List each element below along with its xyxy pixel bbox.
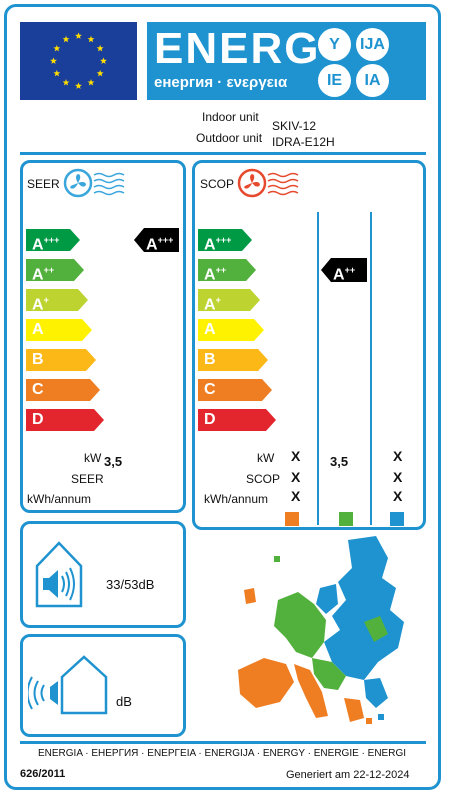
outdoor-noise-panel xyxy=(20,634,186,737)
scop-col3-kw: X xyxy=(393,448,403,464)
footer-languages: ENERGIA · ЕНЕРГИЯ · ΕΝΕΡΓΕΙΑ · ENERGIJA … xyxy=(38,748,406,759)
scop-panel xyxy=(192,160,426,530)
lang-code-ia: IA xyxy=(356,64,389,97)
scop-class-ap: A+ xyxy=(198,289,260,314)
seer-rating-label: A+++ xyxy=(146,235,174,254)
generated-date: Generiert am 22-12-2024 xyxy=(286,769,410,781)
lang-code-y: Y xyxy=(318,28,351,61)
indoor-noise-panel xyxy=(20,521,186,628)
seer-class-label: A+++ xyxy=(32,235,60,254)
scop-column-divider-2 xyxy=(370,212,372,525)
label-frame xyxy=(4,4,441,790)
outdoor-unit-value: IDRA-E12H xyxy=(272,135,335,149)
eu-star-icon xyxy=(100,57,107,64)
scop-class-a: A xyxy=(198,319,264,341)
seer-class-label: B xyxy=(32,351,44,368)
lang-code-ija: IJA xyxy=(356,28,389,61)
seer-class-appp: A+++ xyxy=(26,229,80,254)
climate-zone-colder-swatch xyxy=(390,512,404,526)
eu-star-icon xyxy=(75,32,82,39)
seer-panel xyxy=(20,160,186,513)
energy-title: ENERG xyxy=(154,24,321,73)
seer-title: SEER xyxy=(27,177,60,191)
scop-column-divider-1 xyxy=(317,212,319,525)
outdoor-unit-label: Outdoor unit xyxy=(196,131,263,145)
indoor-unit-label: Indoor unit xyxy=(202,110,259,124)
scop-class-app: A++ xyxy=(198,259,256,284)
scop-class-label: D xyxy=(204,411,216,428)
seer-class-a: A xyxy=(26,319,92,341)
seer-class-label: A++ xyxy=(32,265,55,284)
seer-class-label: A+ xyxy=(32,295,49,314)
indoor-speaker-icon xyxy=(35,541,83,608)
scop-class-label: C xyxy=(204,381,216,398)
eu-star-icon xyxy=(75,82,82,89)
climate-zone-average-swatch xyxy=(339,512,353,526)
scop-class-appp: A+++ xyxy=(198,229,252,254)
energy-subtitle: енергия · ενεργεια xyxy=(154,74,288,91)
seer-class-label: D xyxy=(32,411,44,428)
cooling-fan-icon xyxy=(63,168,125,198)
scop-kw-label: kW xyxy=(257,451,275,465)
seer-class-b: B xyxy=(26,349,96,371)
scop-col3-scop: X xyxy=(393,469,403,485)
seer-class-label: C xyxy=(32,381,44,398)
scop-rating-arrow: A++ xyxy=(321,258,367,284)
scop-class-d: D xyxy=(198,409,276,431)
seer-rating-arrow: A+++ xyxy=(134,228,179,254)
scop-class-b: B xyxy=(198,349,268,371)
header-separator xyxy=(20,152,426,155)
scop-energy-label: kWh/annum xyxy=(204,492,269,506)
heating-fan-icon xyxy=(237,168,299,198)
indoor-unit-value: SKIV-12 xyxy=(272,119,317,133)
eu-star-icon xyxy=(87,79,95,86)
outdoor-noise-value: dB xyxy=(116,694,132,709)
scop-class-label: A++ xyxy=(204,265,227,284)
scop-scop-label: SCOP xyxy=(246,472,281,486)
eu-star-icon xyxy=(96,69,104,77)
eu-star-icon xyxy=(62,35,70,43)
scop-col1-scop: X xyxy=(291,469,301,485)
eu-star-icon xyxy=(53,69,61,77)
eu-flag xyxy=(20,22,137,100)
seer-class-c: C xyxy=(26,379,100,401)
scop-rating-label: A++ xyxy=(333,265,356,284)
scop-title: SCOP xyxy=(200,177,235,191)
seer-class-label: A xyxy=(32,321,44,338)
seer-class-d: D xyxy=(26,409,104,431)
eu-star-icon xyxy=(87,35,95,43)
indoor-noise-value: 33/53dB xyxy=(106,577,155,592)
eu-star-icon xyxy=(62,79,70,86)
footer-separator xyxy=(20,741,426,744)
lang-code-ie: IE xyxy=(318,64,351,97)
eu-star-icon xyxy=(96,44,104,52)
eu-star-icon xyxy=(50,57,57,64)
scop-class-label: B xyxy=(204,351,216,368)
europe-climate-map xyxy=(238,536,404,724)
seer-kw-label: kW xyxy=(84,451,102,465)
regulation-number: 626/2011 xyxy=(20,768,66,780)
seer-kw-value: 3,5 xyxy=(104,454,123,469)
scop-class-label: A+ xyxy=(204,295,221,314)
eu-stars-icon xyxy=(50,32,107,89)
seer-class-app: A++ xyxy=(26,259,84,284)
scop-col1-energy: X xyxy=(291,488,301,504)
seer-class-ap: A+ xyxy=(26,289,88,314)
scop-col1-kw: X xyxy=(291,448,301,464)
scop-col3-energy: X xyxy=(393,488,403,504)
eu-star-icon xyxy=(53,44,61,52)
scop-class-label: A+++ xyxy=(204,235,232,254)
scop-class-label: A xyxy=(204,321,216,338)
climate-zone-warmer-swatch xyxy=(285,512,299,526)
seer-energy-label: kWh/annum xyxy=(27,492,92,506)
scop-col2-kw: 3,5 xyxy=(330,454,349,469)
scop-class-c: C xyxy=(198,379,272,401)
outdoor-speaker-icon xyxy=(28,655,108,715)
seer-seer-label: SEER xyxy=(71,472,104,486)
